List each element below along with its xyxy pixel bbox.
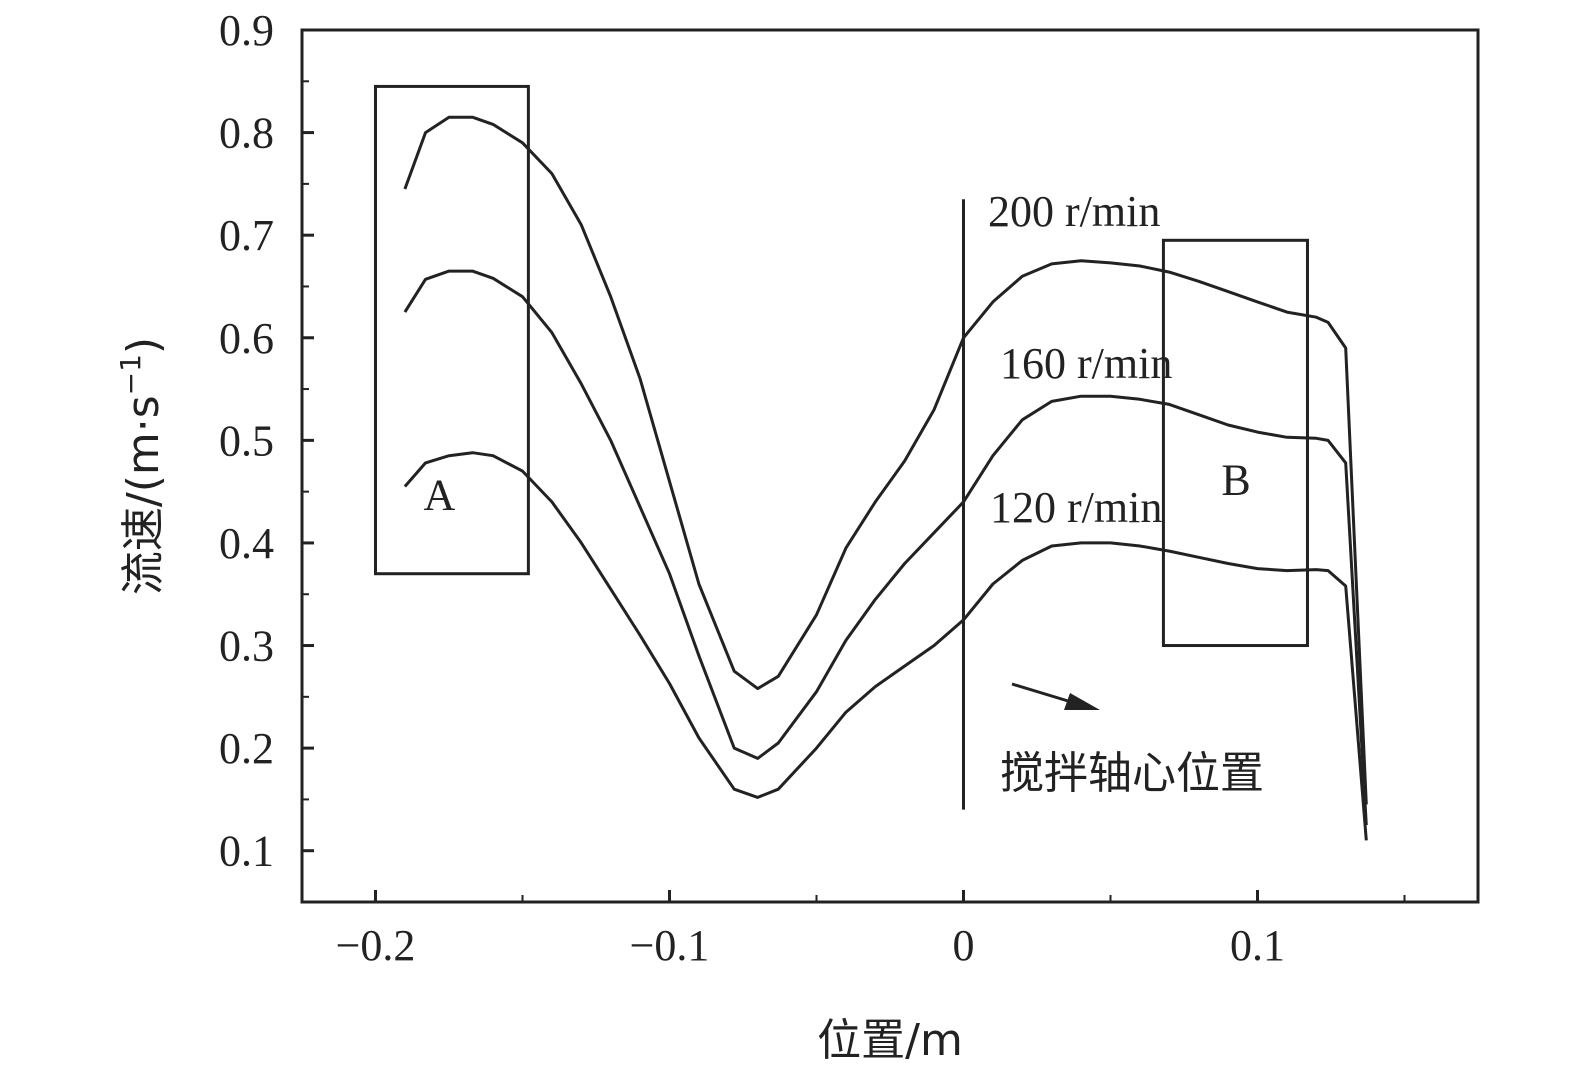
series-lines — [403, 115, 1368, 841]
box-B — [1161, 238, 1309, 648]
y-tick-label: 0.2 — [219, 724, 274, 773]
tick-labels: 0.1 0.2 0.3 0.4 0.5 0.6 0.7 0.8 0.9 −0.2 −0.1 0 0.1 — [219, 6, 1285, 970]
y-tick-label: 0.3 — [219, 622, 274, 671]
x-tick-label: 0 — [953, 921, 975, 970]
annotation-arrow-head — [1064, 693, 1100, 710]
plot-frame — [300, 28, 1480, 904]
y-tick-label: 0.4 — [219, 519, 274, 568]
x-tick-label: −0.1 — [630, 921, 710, 970]
y-tick-label: 0.6 — [219, 314, 274, 363]
y-axis-title: 流速/(m·s−1) — [114, 337, 169, 595]
y-tick-label: 0.7 — [219, 211, 274, 260]
series-line-2 — [403, 451, 1368, 841]
y-tick-label: 0.1 — [219, 827, 274, 876]
annotation-arrow-line — [1011, 682, 1079, 706]
y-axis-title-main: 流速/(m·s — [118, 395, 169, 595]
x-tick-label: −0.2 — [336, 921, 416, 970]
box-label-B: B — [1221, 455, 1250, 504]
axis-ticks — [302, 28, 1406, 902]
series-label-160: 160 r/min — [1000, 339, 1172, 388]
series-line-1 — [403, 269, 1368, 826]
series-line-0 — [403, 115, 1368, 805]
y-axis-title-sup: −1 — [114, 354, 147, 395]
box-A — [374, 84, 530, 576]
series-label-200: 200 r/min — [988, 187, 1160, 236]
box-label-A: A — [424, 471, 456, 520]
series-label-120: 120 r/min — [990, 483, 1162, 532]
x-tick-label: 0.1 — [1230, 921, 1285, 970]
y-tick-label: 0.9 — [219, 6, 274, 55]
shaft-annotation: 搅拌轴心位置 — [1000, 748, 1264, 799]
y-tick-label: 0.5 — [219, 416, 274, 465]
y-axis-title-close: ) — [118, 337, 169, 354]
y-tick-label: 0.8 — [219, 109, 274, 158]
x-axis-title: 位置/m — [817, 1015, 963, 1066]
